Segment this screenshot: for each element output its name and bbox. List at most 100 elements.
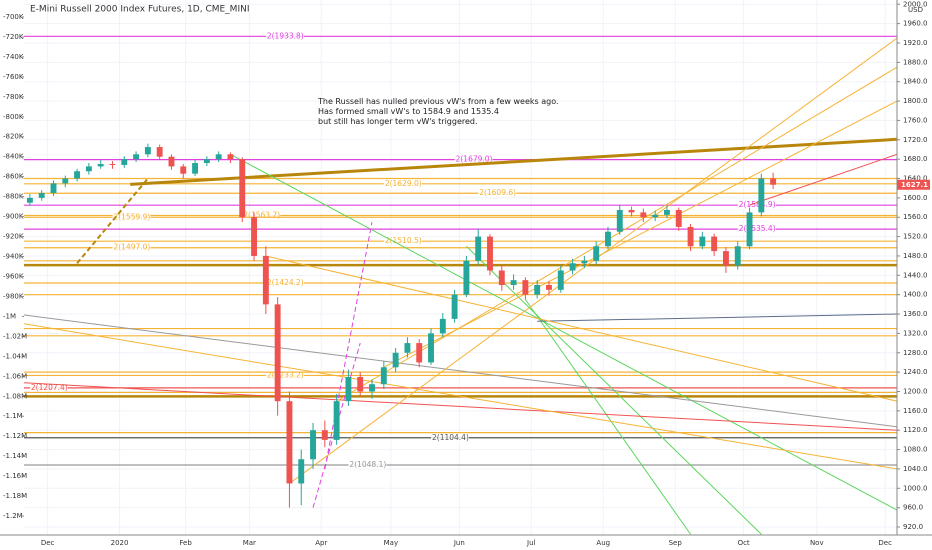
trend-line: [130, 137, 897, 186]
y-tick-label: 1120.0: [903, 426, 928, 434]
y-tick-label: 1960.0: [903, 20, 928, 28]
x-tick-label: Jun: [453, 539, 465, 547]
currency: USD: [908, 6, 923, 14]
trend-line: [24, 314, 897, 428]
x-tick-label: Apr: [315, 539, 327, 547]
y2-tick-label: -1.14M: [3, 452, 27, 460]
candle-body: [463, 260, 470, 295]
y2-tick-label: -1.1M: [3, 412, 23, 420]
y2-tick-label: -720K: [3, 33, 24, 41]
y2-tick-label: -900K: [3, 213, 24, 221]
level-label: 2(1559.9): [113, 212, 150, 221]
y2-tick-label: -1.04M: [3, 352, 27, 360]
level-label: 2(1609.6): [479, 188, 516, 197]
candle-body: [215, 154, 222, 160]
x-tick-label: Jul: [526, 539, 536, 547]
y2-tick-label: -740K: [3, 53, 24, 61]
candle-body: [380, 367, 387, 385]
candle-body: [428, 333, 434, 363]
candle-body: [274, 304, 281, 402]
level-label-bg: [112, 212, 151, 222]
candle-body: [262, 255, 269, 305]
level-label: 2(1629.0): [385, 179, 422, 188]
y2-tick-label: -1.16M: [3, 472, 27, 480]
y-tick-label: 1000.0: [903, 484, 928, 492]
annotation: The Russell has nulled previous vW's fro…: [318, 97, 559, 127]
level-label-bg: [383, 178, 422, 188]
y-tick-label: 960.0: [903, 504, 923, 512]
candle-body: [569, 263, 576, 271]
chart-title: E-Mini Russell 2000 Index Futures, 1D, C…: [30, 5, 250, 15]
candle-body: [628, 209, 635, 213]
candle-body: [321, 430, 328, 440]
level-label: 2(1535.4): [739, 224, 776, 233]
level-label-bg: [454, 154, 493, 164]
y-tick-label: 1320.0: [903, 329, 928, 337]
candle-body: [534, 284, 541, 295]
candle-body: [498, 270, 505, 285]
candle-body: [85, 166, 92, 172]
candle-body: [687, 226, 694, 247]
level-label: 2(1207.4): [31, 383, 68, 392]
candle-body: [475, 236, 482, 261]
y-tick-label: 1560.0: [903, 213, 928, 221]
y2-tick-label: -920K: [3, 233, 24, 241]
trend-line: [537, 313, 897, 322]
candle-body: [734, 246, 741, 266]
level-label-bg: [29, 382, 68, 392]
trend-line: [265, 255, 897, 402]
y-tick-label: 1200.0: [903, 387, 928, 395]
y-tick-label: 1520.0: [903, 233, 928, 241]
candle-body: [487, 236, 493, 271]
candle-body: [227, 154, 234, 160]
annotation-line: Has formed small vW's to 1584.9 and 1535…: [318, 107, 499, 116]
level-label-bg: [265, 370, 304, 380]
y2-tick-label: -1.08M: [3, 392, 27, 400]
candle-body: [616, 209, 623, 232]
y2-tick-label: -1.18M: [3, 492, 27, 500]
level-label-bg: [112, 242, 151, 252]
candle-body: [439, 318, 446, 334]
level-label: 2(1563.7): [243, 210, 280, 219]
candle-body: [156, 147, 163, 157]
y-tick-label: 1800.0: [903, 97, 928, 105]
trend-line: [324, 221, 373, 470]
last-price-tag: [897, 179, 930, 190]
y2-tick-label: -840K: [3, 153, 24, 161]
trend-line: [24, 382, 897, 431]
candle-body: [251, 217, 257, 256]
candle-body: [557, 270, 564, 290]
level-label: 2(1233.2): [267, 370, 304, 379]
y-tick-label: 1920.0: [903, 39, 928, 47]
level-label: 2(1584.9): [739, 200, 776, 209]
y-tick-label: 1680.0: [903, 155, 928, 163]
trend-line: [24, 323, 897, 470]
y-tick-label: 1480.0: [903, 252, 928, 260]
candle-body: [180, 166, 187, 174]
level-label: 2(1424.2): [267, 278, 304, 287]
candle-body: [239, 159, 246, 218]
level-label-bg: [737, 224, 776, 234]
candle-body: [416, 343, 423, 363]
y-tick-label: 1720.0: [903, 136, 928, 144]
level-label-bg: [348, 460, 387, 470]
candle-body: [652, 214, 659, 218]
trend-line: [312, 342, 361, 508]
trend-line: [383, 100, 897, 368]
candle-body: [74, 171, 81, 179]
candle-body: [133, 154, 140, 160]
candle-body: [298, 459, 305, 484]
level-label-bg: [737, 200, 776, 210]
y2-tick-label: -1.06M: [3, 372, 27, 380]
level-label-bg: [383, 236, 422, 246]
candle-body: [62, 178, 69, 184]
candle-body: [675, 209, 682, 227]
x-tick-label: Dec: [41, 539, 55, 547]
y2-tick-label: -1.12M: [3, 432, 27, 440]
y-tick-label: 1040.0: [903, 465, 928, 473]
level-label: 2(1104.4): [432, 433, 469, 442]
level-label: 2(1679.0): [456, 155, 493, 164]
y-tick-label: 1280.0: [903, 349, 928, 357]
